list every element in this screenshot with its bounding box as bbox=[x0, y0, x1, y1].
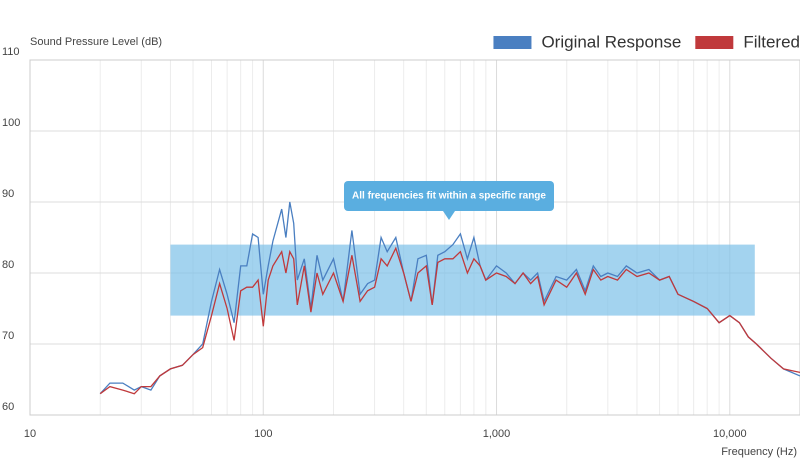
y-tick-label: 80 bbox=[2, 259, 14, 271]
y-tick-label: 100 bbox=[2, 117, 20, 129]
annotation-box bbox=[344, 181, 554, 211]
plot-frame bbox=[29, 59, 800, 416]
legend-label: Filtered bbox=[743, 32, 800, 51]
y-tick-label: 110 bbox=[2, 46, 20, 58]
x-tick-label: 10 bbox=[24, 428, 36, 440]
y-tick-label: 70 bbox=[2, 330, 14, 342]
x-axis-label: Frequency (Hz) bbox=[721, 446, 797, 458]
y-tick-label: 90 bbox=[2, 188, 14, 200]
annotation-pointer bbox=[443, 211, 455, 220]
series-line bbox=[99, 201, 800, 395]
x-tick-label: 100 bbox=[254, 428, 272, 440]
annotation: All frequencies fit within a specific ra… bbox=[344, 181, 554, 220]
y-axis-label: Sound Pressure Level (dB) bbox=[30, 36, 162, 48]
x-tick-label: 10,000 bbox=[713, 428, 747, 440]
x-tick-label: 1,000 bbox=[483, 428, 511, 440]
legend-label: Original Response bbox=[541, 32, 681, 51]
annotation-text: All frequencies fit within a specific ra… bbox=[352, 191, 546, 202]
y-tick-label: 60 bbox=[2, 401, 14, 413]
legend-swatch bbox=[493, 36, 532, 49]
legend-swatch bbox=[695, 36, 734, 49]
series-line bbox=[99, 246, 800, 395]
